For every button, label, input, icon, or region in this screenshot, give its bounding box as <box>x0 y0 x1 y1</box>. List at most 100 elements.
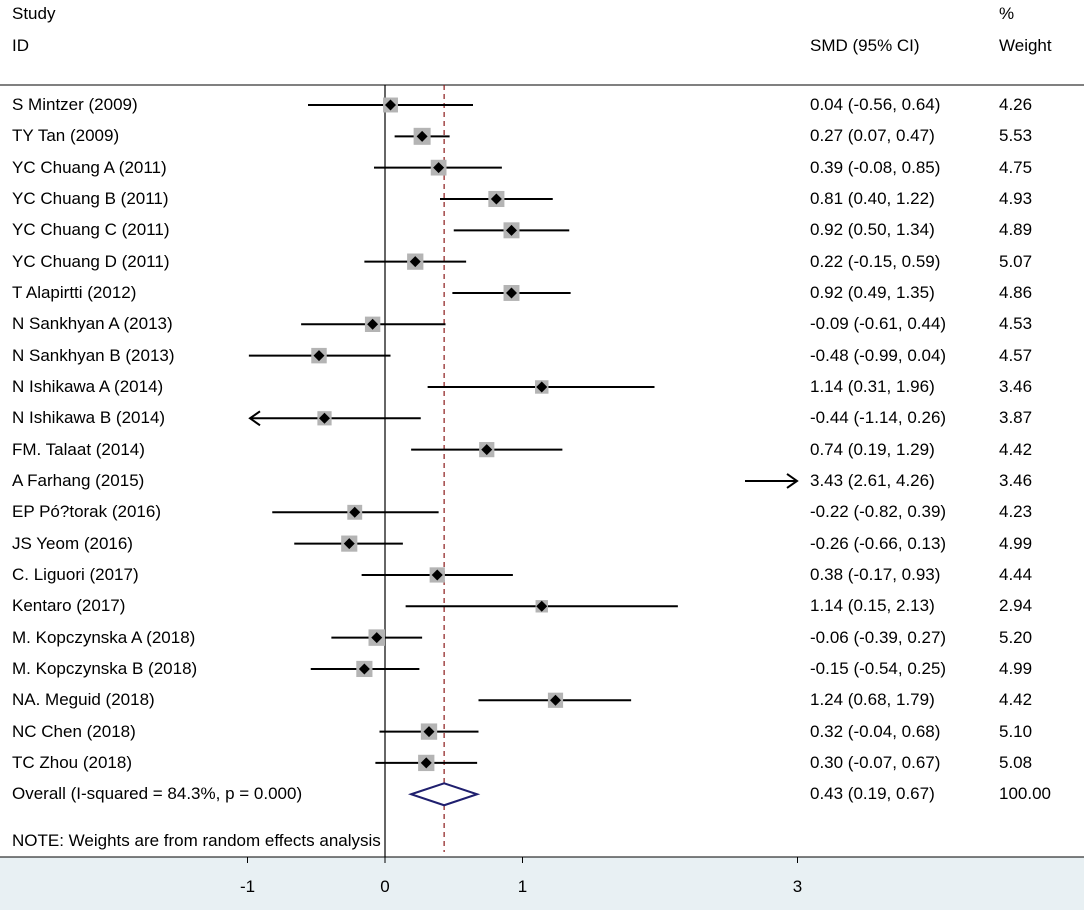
study-weight: 4.42 <box>999 690 1033 710</box>
study-label: C. Liguori (2017) <box>12 564 139 584</box>
header-id: ID <box>12 36 29 55</box>
study-weight: 3.46 <box>999 376 1033 396</box>
point-estimate <box>420 757 432 769</box>
point-estimate <box>358 663 370 675</box>
header-weight: Weight <box>999 36 1052 55</box>
study-label: M. Kopczynska B (2018) <box>12 658 198 678</box>
study-ci: 0.81 (0.40, 1.22) <box>810 188 935 208</box>
x-tick-label: 0 <box>380 877 389 896</box>
study-weight: 4.93 <box>999 188 1033 208</box>
study-label: M. Kopczynska A (2018) <box>12 627 196 647</box>
point-estimate <box>536 381 548 393</box>
overall-ci: 0.43 (0.19, 0.67) <box>810 784 935 804</box>
study-ci: -0.15 (-0.54, 0.25) <box>810 658 947 678</box>
study-weight: 4.99 <box>999 533 1033 553</box>
study-label: JS Yeom (2016) <box>12 533 133 553</box>
point-estimate <box>409 256 421 268</box>
study-label: N Ishikawa B (2014) <box>12 408 166 428</box>
study-label: N Sankhyan A (2013) <box>12 314 173 334</box>
study-ci: 0.38 (-0.17, 0.93) <box>810 564 941 584</box>
study-label: NA. Meguid (2018) <box>12 690 155 710</box>
x-tick-label: -1 <box>240 877 255 896</box>
header-smd: SMD (95% CI) <box>810 36 920 55</box>
study-ci: 0.27 (0.07, 0.47) <box>810 126 935 146</box>
point-estimate <box>423 726 435 738</box>
point-estimate <box>506 287 517 299</box>
point-estimate <box>319 412 330 424</box>
study-ci: -0.26 (-0.66, 0.13) <box>810 533 947 553</box>
axis-band <box>0 857 1084 910</box>
study-ci: 0.22 (-0.15, 0.59) <box>810 251 941 271</box>
point-estimate <box>313 350 325 362</box>
study-weight: 4.26 <box>999 95 1033 114</box>
study-ci: 1.14 (0.31, 1.96) <box>810 376 935 396</box>
study-label: YC Chuang A (2011) <box>12 157 167 177</box>
study-weight: 5.07 <box>999 251 1033 271</box>
study-ci: 3.43 (2.61, 4.26) <box>810 470 935 490</box>
study-weight: 5.10 <box>999 721 1033 741</box>
study-weight: 4.99 <box>999 658 1033 678</box>
study-weight: 2.94 <box>999 596 1033 616</box>
study-label: S Mintzer (2009) <box>12 95 138 114</box>
header-study: Study <box>12 4 56 23</box>
overall-label: Overall (I-squared = 84.3%, p = 0.000) <box>12 784 303 804</box>
overall-weight: 100.00 <box>999 784 1051 804</box>
point-estimate <box>536 600 548 612</box>
point-estimate <box>481 444 493 456</box>
x-tick-label: 1 <box>518 877 527 896</box>
study-weight: 4.57 <box>999 345 1033 365</box>
ci-arrow-right <box>786 473 799 489</box>
study-label: TC Zhou (2018) <box>12 752 132 772</box>
point-estimate <box>550 694 561 706</box>
point-estimate <box>385 99 396 111</box>
point-estimate <box>367 318 379 330</box>
ci-arrow-left <box>248 410 261 427</box>
header-percent: % <box>999 4 1015 23</box>
study-weight: 4.53 <box>999 314 1033 334</box>
study-weight: 5.20 <box>999 627 1033 647</box>
x-tick-label: 3 <box>793 877 802 896</box>
study-weight: 5.08 <box>999 752 1033 772</box>
study-label: FM. Talaat (2014) <box>12 439 145 459</box>
study-ci: -0.22 (-0.82, 0.39) <box>810 502 947 522</box>
study-weight: 5.53 <box>999 126 1033 146</box>
study-weight: 4.86 <box>999 282 1033 302</box>
study-weight: 4.42 <box>999 439 1033 459</box>
study-label: T Alapirtti (2012) <box>12 282 137 302</box>
study-ci: -0.48 (-0.99, 0.04) <box>810 345 947 365</box>
study-label: TY Tan (2009) <box>12 126 120 146</box>
point-estimate <box>371 632 383 644</box>
study-weight: 4.89 <box>999 220 1033 240</box>
study-ci: 0.39 (-0.08, 0.85) <box>810 157 941 177</box>
study-weight: 3.87 <box>999 408 1033 428</box>
study-ci: 0.92 (0.50, 1.34) <box>810 220 935 240</box>
study-ci: 0.32 (-0.04, 0.68) <box>810 721 941 741</box>
study-ci: -0.09 (-0.61, 0.44) <box>810 314 947 334</box>
point-estimate <box>343 538 355 550</box>
point-estimate <box>433 162 445 174</box>
study-ci: 1.24 (0.68, 1.79) <box>810 690 935 710</box>
study-label: YC Chuang D (2011) <box>12 251 170 271</box>
overall-diamond <box>407 782 481 807</box>
point-estimate <box>506 224 517 236</box>
study-ci: -0.06 (-0.39, 0.27) <box>810 627 947 647</box>
study-label: YC Chuang C (2011) <box>12 220 170 240</box>
study-weight: 3.46 <box>999 470 1033 490</box>
point-estimate <box>416 130 428 142</box>
study-ci: 0.04 (-0.56, 0.64) <box>810 95 941 114</box>
note-text: NOTE: Weights are from random effects an… <box>12 831 381 850</box>
study-label: EP Pó?torak (2016) <box>12 502 161 522</box>
study-label: N Sankhyan B (2013) <box>12 345 175 365</box>
study-ci: -0.44 (-1.14, 0.26) <box>810 408 947 428</box>
study-ci: 0.92 (0.49, 1.35) <box>810 282 935 302</box>
study-label: Kentaro (2017) <box>12 596 126 616</box>
study-weight: 4.23 <box>999 502 1033 522</box>
point-estimate <box>490 193 502 205</box>
study-ci: 1.14 (0.15, 2.13) <box>810 596 935 616</box>
point-estimate <box>349 506 361 518</box>
study-label: N Ishikawa A (2014) <box>12 376 164 396</box>
study-ci: 0.74 (0.19, 1.29) <box>810 439 935 459</box>
study-label: YC Chuang B (2011) <box>12 188 169 208</box>
study-weight: 4.44 <box>999 564 1033 584</box>
